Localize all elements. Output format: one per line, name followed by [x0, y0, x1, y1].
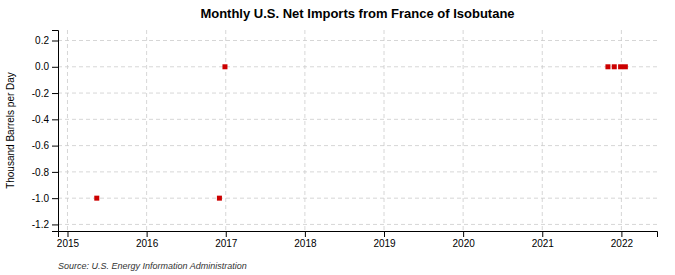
tick: 2019 [373, 231, 396, 249]
tick-label: -1.2 [32, 219, 50, 230]
grid-line [67, 30, 68, 231]
tick-mark [52, 93, 58, 94]
tick-mark [52, 224, 58, 225]
tick: -0.4 [32, 114, 58, 125]
x-axis: 2015 2016 2017 2018 2019 2020 2021 2022 [57, 231, 658, 249]
tick: -0.2 [32, 88, 58, 99]
grid-line [58, 145, 657, 146]
grid-line [463, 30, 464, 231]
tick-label: 2018 [294, 238, 317, 249]
tick-mark [463, 231, 464, 237]
tick-label: 2020 [453, 238, 476, 249]
grid-line [58, 66, 657, 67]
tick-mark [52, 119, 58, 120]
tick: -0.8 [32, 167, 58, 178]
grid-line [58, 198, 657, 199]
tick-label: 0.2 [35, 35, 49, 46]
tick-mark [384, 231, 385, 237]
tick: -0.6 [32, 140, 58, 151]
tick-label: -0.8 [32, 167, 50, 178]
tick: 2016 [136, 231, 159, 249]
axis-line [52, 31, 59, 232]
tick: 2022 [611, 231, 634, 249]
tick-label: -0.4 [32, 114, 50, 125]
tick-mark [621, 231, 622, 237]
tick-mark [226, 231, 227, 237]
source: Source: U.S. Energy Information Administ… [58, 261, 247, 271]
grid-line [621, 30, 622, 231]
tick: -1.2 [32, 219, 58, 230]
tick-mark [52, 198, 58, 199]
tick-mark [52, 67, 58, 68]
y-axis: -1.2 -1.0 -0.8 -0.6 -0.4 -0.2 0.0 0.2 [32, 31, 59, 232]
grid-line [384, 30, 385, 231]
tick: -1.0 [32, 193, 58, 204]
tick-label: 0.0 [35, 61, 49, 72]
grid-line [58, 171, 657, 172]
plot-area: 2015 2016 2017 2018 2019 2020 2021 2022 -1.2 -1.0… [32, 30, 658, 249]
point [94, 196, 99, 201]
grid-line [58, 93, 657, 94]
grid [58, 30, 657, 231]
tick-label: 2016 [136, 238, 159, 249]
point [618, 64, 623, 69]
grid-line [225, 30, 226, 231]
tick-mark [52, 172, 58, 173]
tick-label: -0.6 [32, 140, 50, 151]
point [623, 64, 628, 69]
tick-label: 2022 [611, 238, 634, 249]
grid-line [58, 119, 657, 120]
tick-mark [67, 231, 68, 237]
tick-mark [542, 231, 543, 237]
grid-line [58, 224, 657, 225]
tick: 2018 [294, 231, 317, 249]
axis-line [59, 232, 658, 238]
tick-mark [52, 146, 58, 147]
tick: 2015 [57, 231, 80, 249]
grid-line [542, 30, 543, 231]
point [222, 64, 227, 69]
tick-label: 2015 [57, 238, 80, 249]
tick: 0.2 [35, 35, 58, 46]
tick-mark [52, 41, 58, 42]
grid-line [58, 40, 657, 41]
tick-label: 2019 [373, 238, 396, 249]
tick-label: -0.2 [32, 88, 50, 99]
point [612, 64, 617, 69]
tick: 2017 [215, 231, 238, 249]
grid-line [146, 30, 147, 231]
tick-label: -1.0 [32, 193, 50, 204]
point [605, 64, 610, 69]
y-axis-title: Thousand Barrels per Day [5, 72, 16, 189]
point [217, 196, 222, 201]
tick-label: 2021 [532, 238, 555, 249]
chart: 2015 2016 2017 2018 2019 2020 2021 2022 -1.2 -1.0… [0, 0, 675, 275]
grid-line [304, 30, 305, 231]
title: Monthly U.S. Net Imports from France of … [200, 6, 514, 21]
tick: 2020 [453, 231, 476, 249]
tick: 0.0 [35, 61, 58, 72]
tick: 2021 [532, 231, 555, 249]
tick-label: 2017 [215, 238, 238, 249]
points [94, 64, 628, 200]
tick-mark [305, 231, 306, 237]
tick-mark [147, 231, 148, 237]
